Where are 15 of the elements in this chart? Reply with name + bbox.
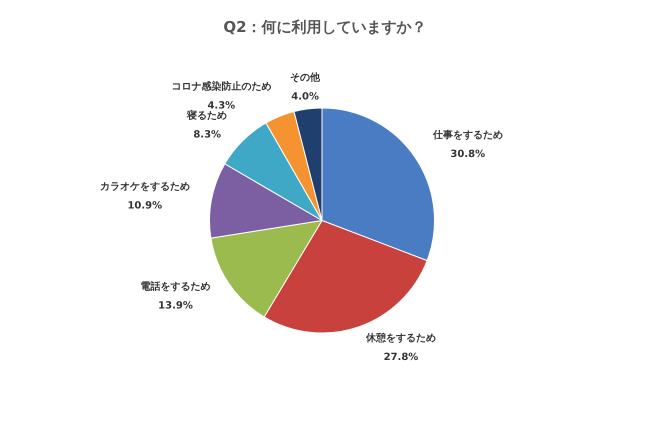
slice-label: 電話をするため xyxy=(140,280,211,292)
data-label: 4.3% xyxy=(207,100,236,112)
slice-label: その他 xyxy=(290,72,322,84)
slice-label: カラオケをするため xyxy=(100,181,190,192)
slice-label: 仕事をするため xyxy=(432,128,503,141)
slice-label: 休憩をするため xyxy=(364,332,436,344)
data-label: 30.8% xyxy=(450,148,486,160)
slice-label: コロナ感染防止のため xyxy=(171,80,272,93)
chart-title: Q2：何に利用していますか？ xyxy=(222,18,428,37)
data-label: 4.0% xyxy=(291,92,320,103)
data-label: 8.3% xyxy=(193,130,222,141)
data-label: 13.9% xyxy=(158,300,193,312)
data-label: 10.9% xyxy=(127,200,162,212)
slice-label: 寝るため xyxy=(186,110,228,122)
data-label: 27.8% xyxy=(384,352,418,364)
